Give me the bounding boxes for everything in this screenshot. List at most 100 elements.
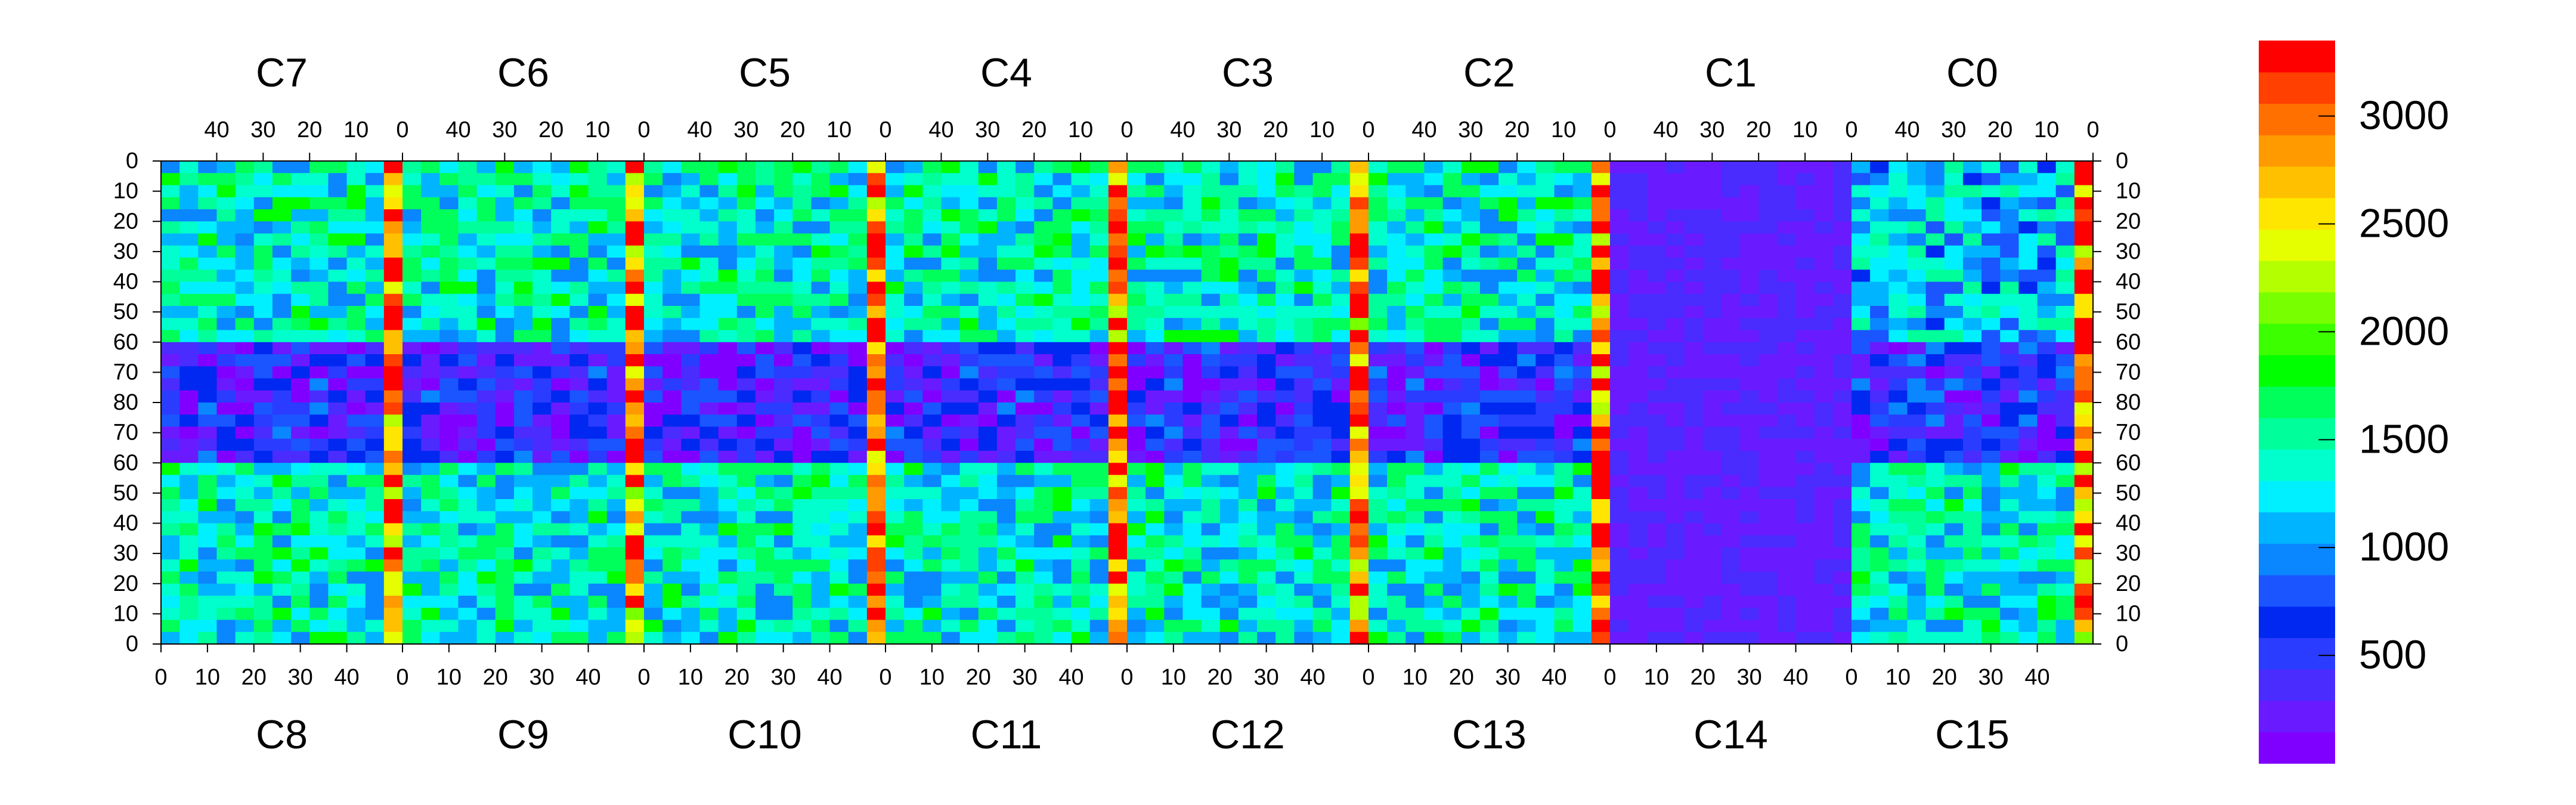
heatmap-cell [1331,475,1351,488]
heatmap-cell [1424,438,1444,451]
heatmap-cell [699,342,719,355]
heatmap-cell [1052,596,1072,608]
heatmap-cell [1071,608,1091,621]
heatmap-cell [421,426,440,439]
heatmap-cell [1015,354,1035,367]
heatmap-cell [922,451,942,463]
heatmap-cell [1702,161,1722,174]
heatmap-cell [253,293,273,306]
colorbar-band [2259,72,2335,104]
heatmap-cell [1814,608,1834,621]
heatmap-cell [1238,330,1258,343]
heatmap-cell [198,583,218,596]
heatmap-cell [736,197,756,210]
heatmap-cell [1572,631,1592,645]
heatmap-cell [253,499,273,512]
heatmap-cell [1907,233,1927,246]
heatmap-cell [1424,631,1444,645]
heatmap-cell [848,185,868,198]
heatmap-cell [253,535,273,548]
heatmap-cell [625,608,645,621]
heatmap-cell [1219,414,1239,428]
heatmap-cell [699,197,719,210]
heatmap-cell [2037,173,2057,186]
heatmap-cell [1071,221,1091,234]
heatmap-cell [1015,559,1035,572]
heatmap-cell [383,596,403,608]
heatmap-cell [1312,233,1332,246]
heatmap-cell [1981,438,2001,451]
heatmap-cell [1238,390,1258,403]
heatmap-cell [1814,245,1834,258]
heatmap-cell [1349,620,1369,633]
heatmap-cell [1182,209,1202,222]
heatmap-cell [1424,559,1444,572]
heatmap-cell [1517,354,1536,367]
heatmap-cell [1312,245,1332,258]
heatmap-cell [402,475,422,488]
x-tick-label-top: 20 [1263,117,1288,143]
chip-label-top: C3 [1222,50,1274,95]
heatmap-cell [1461,221,1481,234]
heatmap-cell [1702,414,1722,428]
heatmap-cell [699,233,719,246]
heatmap-cell [886,209,905,222]
heatmap-cell [495,354,515,367]
heatmap-cell [346,402,366,415]
heatmap-cell [383,318,403,331]
heatmap-cell [2055,535,2075,548]
heatmap-cell [513,620,533,633]
heatmap-cell [736,233,756,246]
heatmap-cell [718,270,738,283]
heatmap-cell [1925,547,1945,560]
heatmap-cell [959,221,979,234]
heatmap-cell [421,366,440,379]
heatmap-cell [1238,354,1258,367]
heatmap-cell [1442,596,1462,608]
heatmap-cell [866,402,886,415]
heatmap-cell [792,547,812,560]
heatmap-cell [1312,523,1332,536]
heatmap-cell [1962,330,1982,343]
heatmap-cell [755,511,775,524]
heatmap-cell [513,402,533,415]
heatmap-cell [886,390,905,403]
heatmap-cell [606,608,626,621]
heatmap-cell [1852,596,1871,608]
heatmap-cell [383,523,403,536]
heatmap-cell [1275,631,1295,645]
heatmap-cell [309,547,329,560]
heatmap-cell [1777,608,1797,621]
heatmap-cell [1368,258,1388,270]
heatmap-cell [253,281,273,295]
heatmap-cell [551,281,570,295]
heatmap-cell [941,330,961,343]
heatmap-cell [644,438,663,451]
heatmap-cell [829,173,849,186]
heatmap-cell [1795,318,1815,331]
heatmap-cell [309,463,329,476]
heatmap-cell [513,390,533,403]
heatmap-cell [922,571,942,584]
heatmap-cell [2055,185,2075,198]
heatmap-cell [513,475,533,488]
heatmap-cell [1814,270,1834,283]
heatmap-cell [291,620,310,633]
heatmap-cell [1331,438,1351,451]
heatmap-cell [495,390,515,403]
heatmap-cell [1275,221,1295,234]
heatmap-cell [792,306,812,318]
heatmap-cell [625,318,645,331]
heatmap-cell [1182,185,1202,198]
heatmap-cell [718,209,738,222]
heatmap-cell [1015,631,1035,645]
heatmap-cell [1498,173,1518,186]
heatmap-cell [1257,233,1276,246]
heatmap-cell [402,221,422,234]
heatmap-cell [2074,511,2094,524]
heatmap-cell [1665,258,1685,270]
heatmap-cell [1981,233,2001,246]
heatmap-cell [1052,161,1072,174]
heatmap-cell [346,608,366,621]
heatmap-cell [1405,209,1425,222]
